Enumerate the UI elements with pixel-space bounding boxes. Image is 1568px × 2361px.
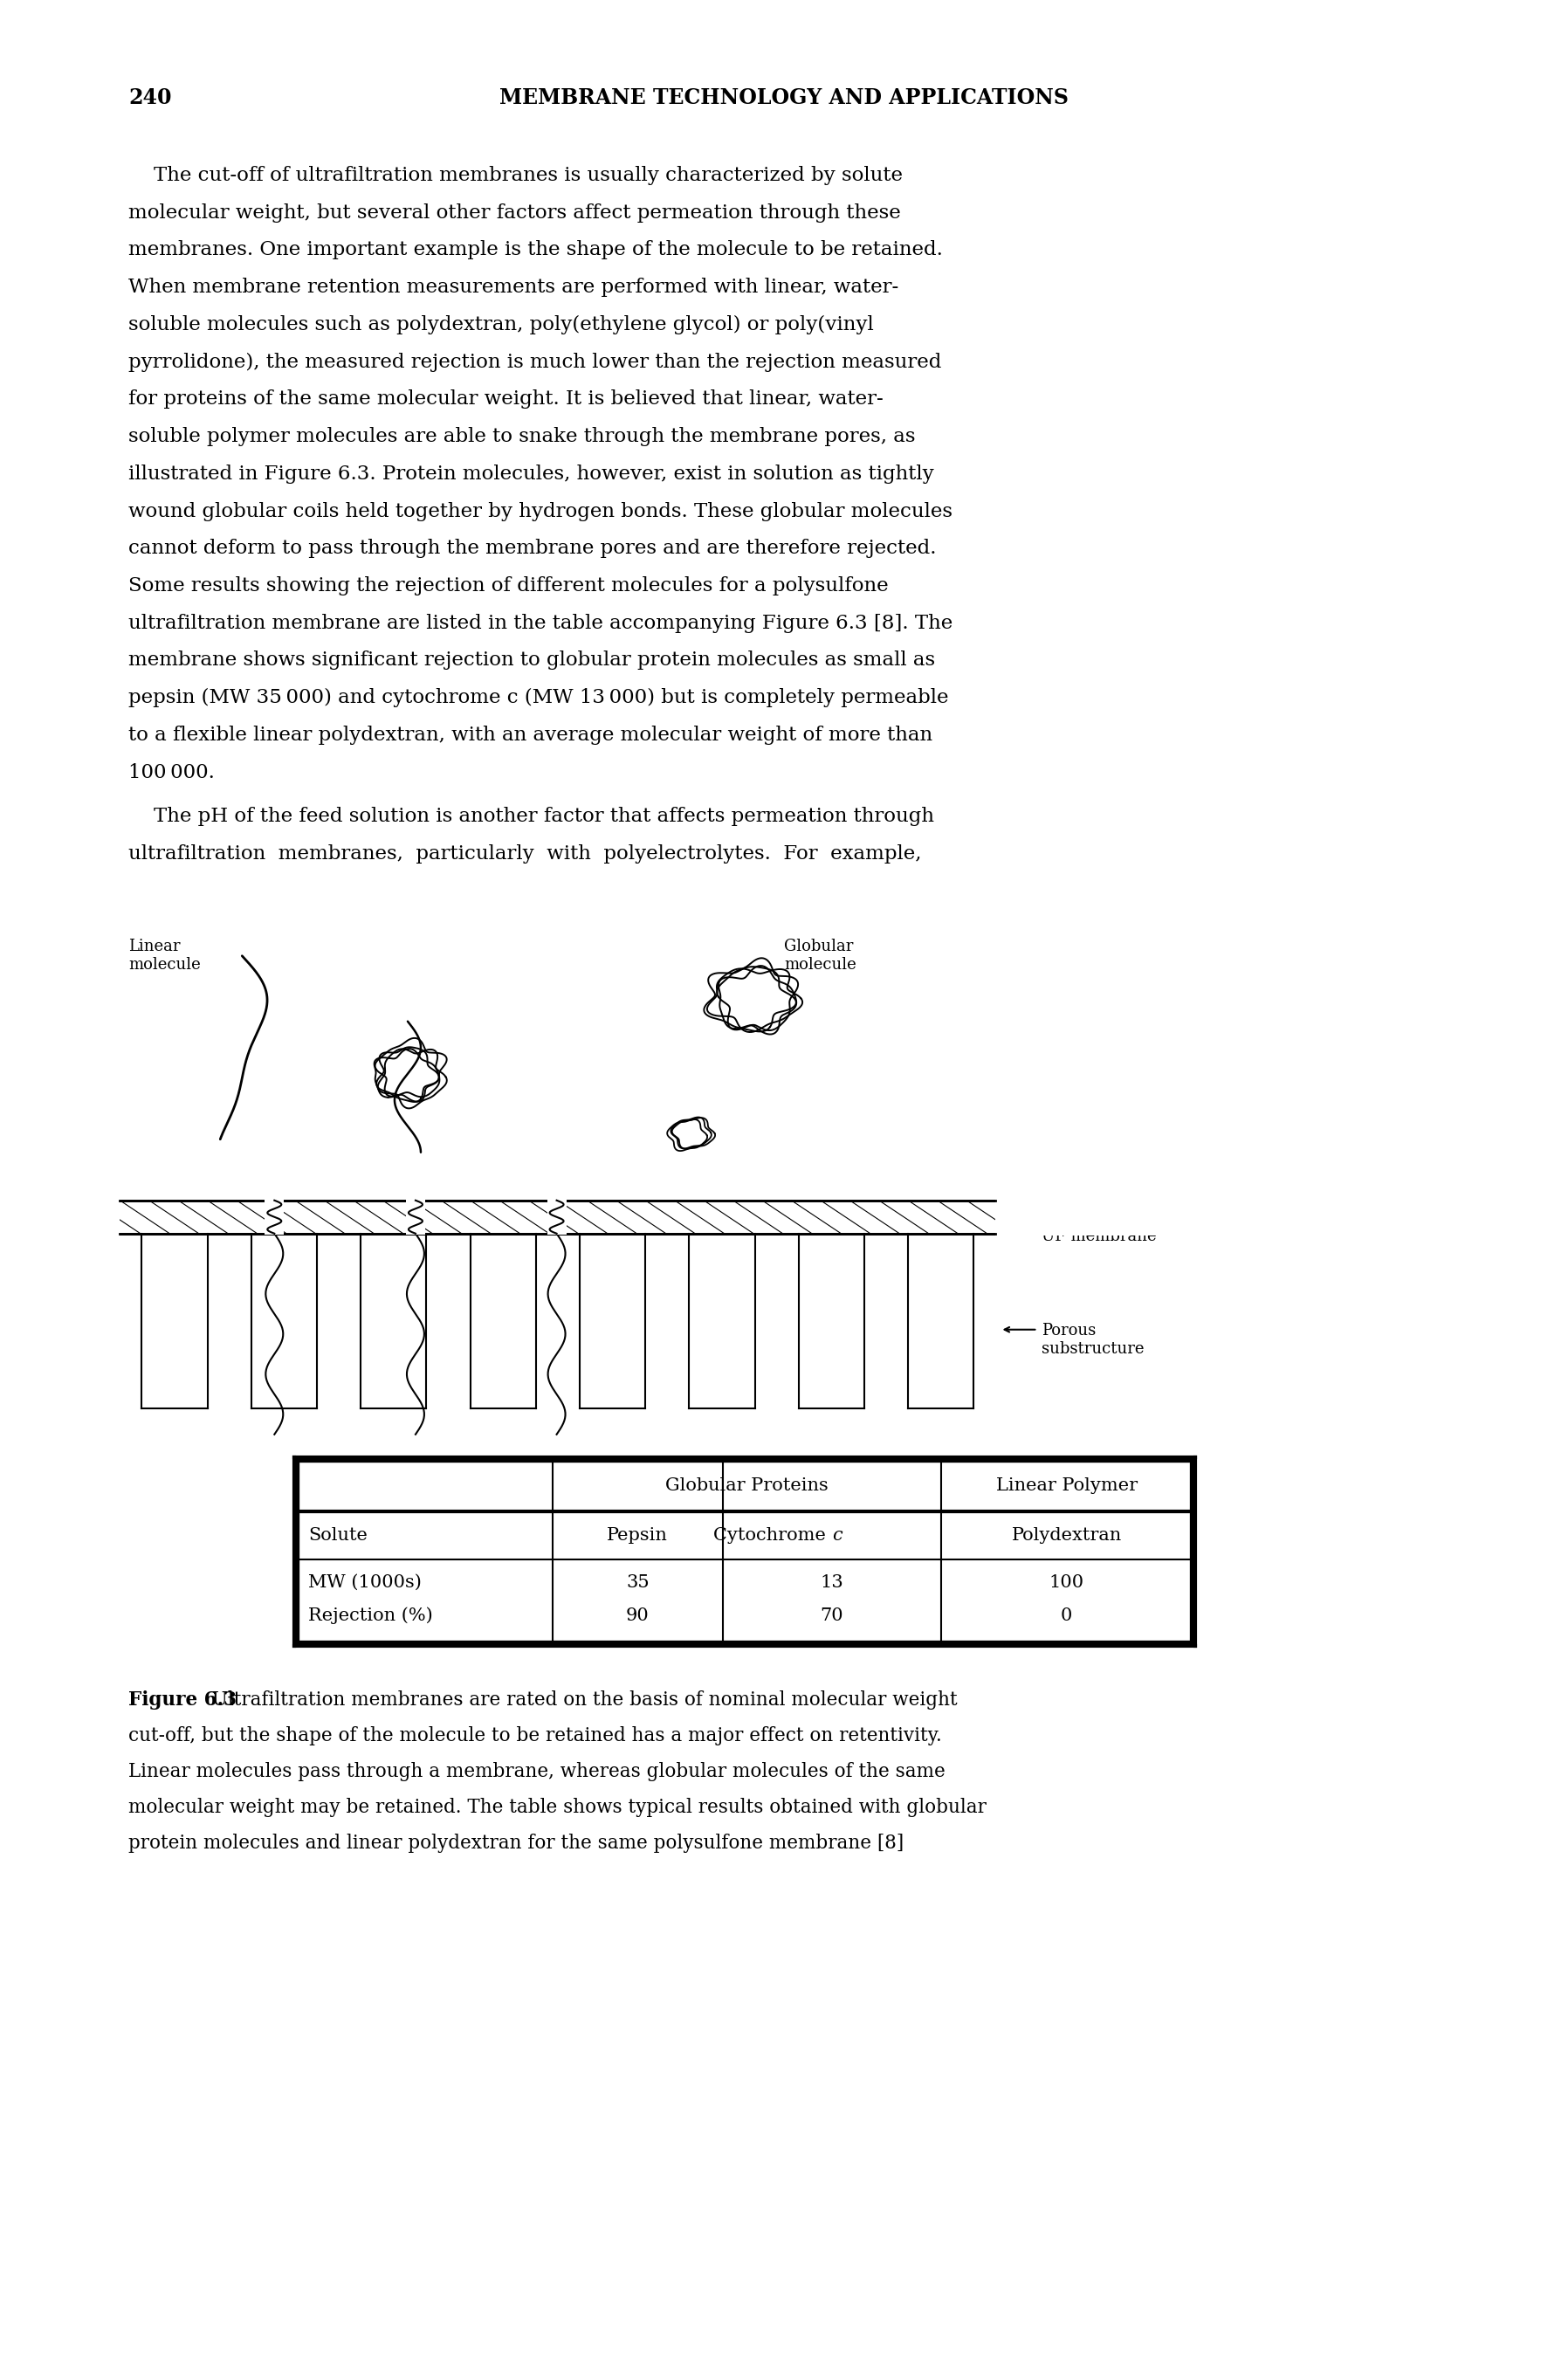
Text: Linear
molecule: Linear molecule xyxy=(129,937,201,973)
Text: Globular
molecule: Globular molecule xyxy=(784,937,856,973)
Bar xyxy=(265,1199,284,1235)
Text: protein molecules and linear polydextran for the same polysulfone membrane [8]: protein molecules and linear polydextran… xyxy=(129,1834,905,1853)
Text: Linear Polymer: Linear Polymer xyxy=(996,1478,1137,1495)
Text: 35: 35 xyxy=(626,1575,649,1591)
Text: pyrrolidone), the measured rejection is much lower than the rejection measured: pyrrolidone), the measured rejection is … xyxy=(129,352,942,371)
Bar xyxy=(298,1461,1192,1643)
Bar xyxy=(996,1199,1568,1235)
Text: 70: 70 xyxy=(820,1608,844,1624)
Text: Linear molecules pass through a membrane, whereas globular molecules of the same: Linear molecules pass through a membrane… xyxy=(129,1761,946,1780)
Text: Solute: Solute xyxy=(309,1528,367,1544)
Text: The pH of the feed solution is another factor that affects permeation through: The pH of the feed solution is another f… xyxy=(129,807,935,826)
Bar xyxy=(406,1199,425,1235)
Text: Porous
substructure: Porous substructure xyxy=(1041,1322,1145,1358)
Text: Pepsin: Pepsin xyxy=(607,1528,668,1544)
Bar xyxy=(547,1199,566,1235)
Text: wound globular coils held together by hydrogen bonds. These globular molecules: wound globular coils held together by hy… xyxy=(129,501,953,522)
Text: Rejection (%): Rejection (%) xyxy=(309,1608,433,1624)
Text: Globular Proteins: Globular Proteins xyxy=(665,1478,828,1495)
Text: soluble molecules such as polydextran, poly(ethylene glycol) or poly(vinyl: soluble molecules such as polydextran, p… xyxy=(129,314,873,335)
Text: MEMBRANE TECHNOLOGY AND APPLICATIONS: MEMBRANE TECHNOLOGY AND APPLICATIONS xyxy=(500,87,1068,109)
Text: 100: 100 xyxy=(1049,1575,1083,1591)
Text: Skin of
UF membrane: Skin of UF membrane xyxy=(1041,1209,1157,1244)
Text: to a flexible linear polydextran, with an average molecular weight of more than: to a flexible linear polydextran, with a… xyxy=(129,725,933,744)
Text: 100 000.: 100 000. xyxy=(129,763,215,781)
Text: c: c xyxy=(833,1528,842,1544)
Text: 240: 240 xyxy=(129,87,172,109)
Text: 0: 0 xyxy=(1060,1608,1073,1624)
Text: 13: 13 xyxy=(820,1575,844,1591)
Text: soluble polymer molecules are able to snake through the membrane pores, as: soluble polymer molecules are able to sn… xyxy=(129,427,916,446)
Text: membranes. One important example is the shape of the molecule to be retained.: membranes. One important example is the … xyxy=(129,241,942,260)
Text: for proteins of the same molecular weight. It is believed that linear, water-: for proteins of the same molecular weigh… xyxy=(129,390,883,408)
Text: molecular weight, but several other factors affect permeation through these: molecular weight, but several other fact… xyxy=(129,203,902,222)
Text: Some results showing the rejection of different molecules for a polysulfone: Some results showing the rejection of di… xyxy=(129,576,889,595)
Text: cut-off, but the shape of the molecule to be retained has a major effect on rete: cut-off, but the shape of the molecule t… xyxy=(129,1726,942,1745)
Text: Ultrafiltration membranes are rated on the basis of nominal molecular weight: Ultrafiltration membranes are rated on t… xyxy=(201,1690,958,1709)
Text: pepsin (MW 35 000) and cytochrome c (MW 13 000) but is completely permeable: pepsin (MW 35 000) and cytochrome c (MW … xyxy=(129,687,949,708)
Text: ultrafiltration membrane are listed in the table accompanying Figure 6.3 [8]. Th: ultrafiltration membrane are listed in t… xyxy=(129,614,953,633)
Text: MW (1000s): MW (1000s) xyxy=(309,1575,422,1591)
Text: cannot deform to pass through the membrane pores and are therefore rejected.: cannot deform to pass through the membra… xyxy=(129,538,936,557)
Bar xyxy=(0,1199,119,1235)
Text: ultrafiltration  membranes,  particularly  with  polyelectrolytes.  For  example: ultrafiltration membranes, particularly … xyxy=(129,845,922,864)
Text: Cytochrome: Cytochrome xyxy=(713,1528,833,1544)
Bar xyxy=(119,1199,996,1232)
Text: The cut-off of ultrafiltration membranes is usually characterized by solute: The cut-off of ultrafiltration membranes… xyxy=(129,165,903,184)
Text: 90: 90 xyxy=(626,1608,649,1624)
Text: Figure 6.3: Figure 6.3 xyxy=(129,1690,237,1709)
Text: membrane shows significant rejection to globular protein molecules as small as: membrane shows significant rejection to … xyxy=(129,652,936,671)
Text: Polydextran: Polydextran xyxy=(1011,1528,1121,1544)
Text: When membrane retention measurements are performed with linear, water-: When membrane retention measurements are… xyxy=(129,279,898,297)
Text: illustrated in Figure 6.3. Protein molecules, however, exist in solution as tigh: illustrated in Figure 6.3. Protein molec… xyxy=(129,465,935,484)
Text: molecular weight may be retained. The table shows typical results obtained with : molecular weight may be retained. The ta… xyxy=(129,1797,986,1818)
